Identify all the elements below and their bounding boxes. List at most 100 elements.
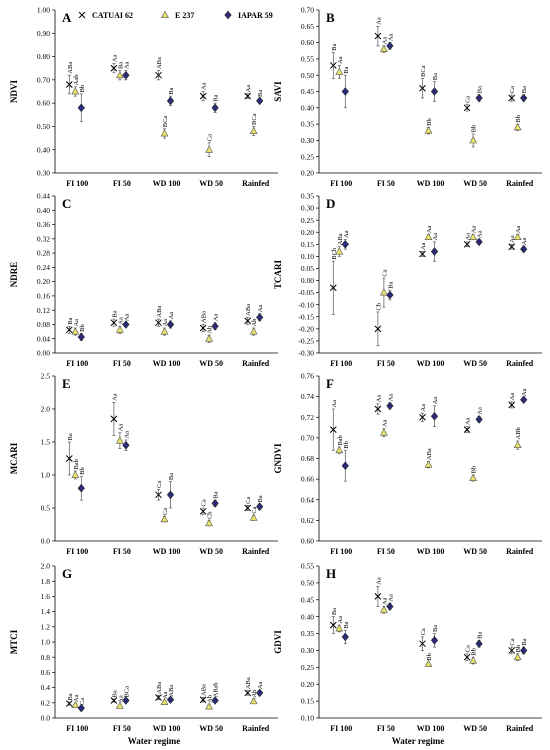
data-point (520, 646, 528, 655)
x-tick-label: WD 100 (417, 547, 445, 556)
data-label: Aa (381, 597, 388, 605)
data-label: Ab (251, 690, 258, 698)
data-label: Ca (420, 628, 427, 635)
y-tick-label: -0.10 (298, 300, 314, 309)
data-label: Bb (79, 324, 86, 332)
data-point (256, 502, 264, 511)
data-label: ABab (213, 682, 220, 697)
data-label: Ca (162, 508, 169, 515)
data-point (475, 415, 483, 424)
y-tick-label: 0.16 (37, 292, 50, 301)
data-label: ABa (201, 311, 208, 323)
data-label: Bb (426, 118, 433, 126)
y-tick-label: 1.0 (41, 638, 51, 647)
data-point (379, 428, 388, 436)
data-point (65, 455, 73, 462)
y-tick-label: -0.05 (298, 288, 314, 297)
panel-letter: A (62, 10, 72, 25)
data-point (386, 401, 394, 411)
data-label: Aa (123, 431, 130, 439)
x-tick-label: WD 100 (153, 179, 181, 188)
x-tick-label: WD 100 (417, 179, 445, 188)
data-label: Ba (331, 44, 338, 51)
data-point (211, 696, 219, 705)
data-point (110, 319, 118, 327)
data-label: Aa (521, 238, 528, 246)
data-label: Aa (162, 691, 169, 699)
data-label: Aa (471, 225, 478, 233)
data-label: Aa (426, 225, 433, 233)
data-label: Ba (521, 638, 528, 645)
data-label: Ca (156, 481, 163, 488)
data-point (329, 621, 337, 629)
y-tick-label: 0.20 (37, 277, 50, 286)
data-label: ABa (245, 304, 252, 316)
data-label: Aa (381, 37, 388, 45)
y-tick-label: 0.05 (301, 264, 314, 273)
y-tick-label: 0.40 (301, 103, 314, 112)
data-point (513, 652, 522, 661)
y-tick-label: 0.15 (301, 697, 314, 706)
series-catuai-62: Ba Aa Ca Ca Ca (65, 393, 252, 515)
data-label: Ab (207, 695, 214, 703)
data-label: Aa (73, 319, 80, 327)
data-label: Aa (123, 313, 130, 321)
data-point (115, 436, 124, 444)
data-label: Aa (420, 404, 427, 412)
data-point (122, 70, 130, 80)
x-axis-title-left: Water regime (128, 736, 180, 746)
data-point (77, 103, 85, 113)
x-tick-label: Rainfed (506, 179, 534, 188)
data-label: Ba (213, 94, 220, 101)
legend-marker-0 (78, 11, 86, 19)
data-point (110, 697, 118, 704)
y-tick-label: 0.60 (301, 38, 314, 47)
y-tick-label: 0.35 (301, 192, 314, 201)
data-label: Ba (432, 73, 439, 80)
y-tick-label: 0.04 (37, 334, 50, 343)
data-label: ABa (245, 677, 252, 689)
panel-C: 0.00 0.04 0.08 0.12 0.16 0.20 0.24 0.28 0.32 0.36… (9, 192, 278, 368)
data-point (160, 327, 169, 335)
data-point (122, 696, 130, 705)
y-tick-label: 0.50 (301, 578, 314, 587)
series-catuai-62: Ba Ba ABa ABa ABa (65, 677, 252, 707)
y-tick-label: 0.40 (37, 206, 50, 215)
y-tick-label: 0.90 (37, 29, 50, 38)
data-point (155, 491, 162, 499)
data-point (513, 232, 522, 240)
data-label: Ab (251, 319, 258, 327)
x-tick-label: FI 50 (377, 547, 395, 556)
data-point (244, 504, 252, 512)
data-point (205, 702, 214, 710)
data-label: Cb (375, 303, 382, 311)
data-point (71, 470, 80, 478)
data-label: Ba (117, 62, 124, 69)
data-label: Ca (381, 269, 388, 276)
data-point (110, 64, 118, 72)
series-iapar-59: Aa Ba Aa Aa Aa (341, 230, 528, 301)
data-point (199, 507, 207, 515)
x-tick-label: WD 50 (463, 547, 487, 556)
series-e-237: Aa Aa Aa Ab Ab (71, 317, 258, 343)
y-tick-label: 0.30 (301, 136, 314, 145)
data-label: Aa (162, 319, 169, 327)
y-tick-label: 0.10 (301, 714, 314, 723)
x-tick-label: FI 50 (377, 359, 395, 368)
x-tick-label: FI 50 (113, 359, 131, 368)
x-tick-label: Rainfed (242, 179, 270, 188)
data-point (160, 129, 169, 137)
data-point (166, 490, 175, 500)
data-label: Ba (477, 631, 484, 638)
data-point (430, 87, 439, 96)
y-tick-label: 0.8 (41, 653, 51, 662)
data-label: Aa (387, 33, 394, 41)
data-point (508, 647, 516, 654)
data-point (419, 250, 426, 258)
panel-letter: D (326, 196, 335, 211)
data-point (199, 92, 207, 100)
data-label: ABa (426, 448, 433, 460)
y-axis-label: NDVI (9, 80, 19, 103)
